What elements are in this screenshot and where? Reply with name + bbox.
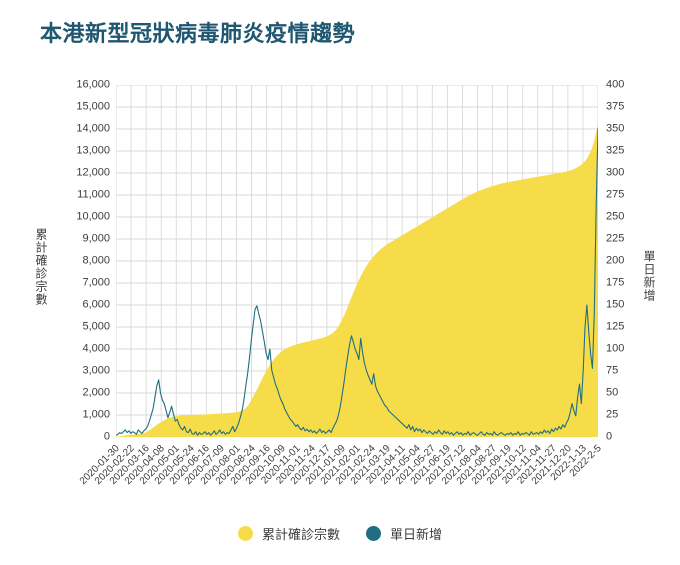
y-axis-right-tick-label: 50 [606,386,619,399]
y-axis-right-tick-label: 100 [606,342,625,355]
y-axis-left-tick-label: 12,000 [76,166,110,179]
y-axis-right-tick-label: 300 [606,166,625,179]
data-series [116,123,598,437]
y-axis-left-tick-label: 1,000 [82,408,110,421]
y-axis-left-tick-label: 4,000 [82,342,110,355]
y-axis-right-tick-label: 200 [606,254,625,267]
y-axis-left-tick-label: 11,000 [77,188,110,201]
y-axis-left-tick-label: 9,000 [82,232,110,245]
y-axis-right-tick-label: 225 [606,232,625,245]
y-axis-right-tick-label: 125 [606,320,625,333]
y-axis-left-tick-label: 0 [103,430,110,443]
cumulative-cases-area [116,123,598,437]
y-axis-right-tick-label: 350 [606,122,625,135]
legend-item-label: 單日新增 [390,527,443,542]
y-axis-right-tick-label: 325 [606,144,625,157]
y-axis-left-tick-label: 5,000 [82,320,110,333]
y-axis-right-tick-label: 250 [606,210,625,223]
legend-item[interactable]: 累計確診宗數 [237,524,340,543]
y-axis-left-tick-label: 6,000 [82,298,110,311]
y-axis-right-tick-label: 275 [606,188,625,201]
y-axis-left-ticks: 0 1,000 2,000 3,000 4,000 5,000 6,000 7,000 8,00… [46,79,110,442]
y-axis-right-tick-label: 75 [606,364,619,377]
y-axis-right-tick-label: 0 [606,430,613,443]
y-axis-left-tick-label: 3,000 [82,364,110,377]
y-axis-left-tick-label: 7,000 [82,276,110,289]
y-axis-left-tick-label: 10,000 [76,210,110,223]
y-axis-right-title: 單日新增 [642,250,656,302]
y-axis-right-tick-label: 150 [606,298,625,311]
y-axis-left-tick-label: 16,000 [76,78,110,91]
legend-item[interactable]: 單日新增 [366,524,442,543]
y-axis-left-tick-label: 13,000 [76,144,110,157]
y-axis-left-tick-label: 2,000 [82,386,110,399]
y-axis-left-tick-label: 14,000 [76,122,110,135]
y-axis-left-tick-label: 15,000 [76,100,110,113]
y-axis-right-ticks: 0 25 50 75 100 125 150 175 200 225 250 275 300 325 350… [606,79,646,442]
page-title: 本港新型冠狀病毒肺炎疫情趨勢 [40,21,356,46]
y-axis-left-title: 累計確診宗數 [34,228,48,306]
x-axis-ticks: 2020-01-30 2020-02-22 2020-03-16 2020-04-08… [78,437,604,537]
plot-area [116,85,598,437]
legend-marker-circle-icon [237,526,253,541]
y-axis-right-tick-label: 25 [606,408,619,421]
legend-marker-circle-icon [366,526,381,541]
y-axis-left-tick-label: 8,000 [82,254,110,267]
chart-legend: 累計確診宗數 單日新增 [0,524,680,543]
daily-new-cases-line [116,127,598,436]
legend-item-label: 累計確診宗數 [261,527,340,542]
y-axis-right-tick-label: 175 [606,276,625,289]
y-axis-right-tick-label: 400 [606,78,625,91]
y-axis-right-tick-label: 375 [606,100,625,113]
